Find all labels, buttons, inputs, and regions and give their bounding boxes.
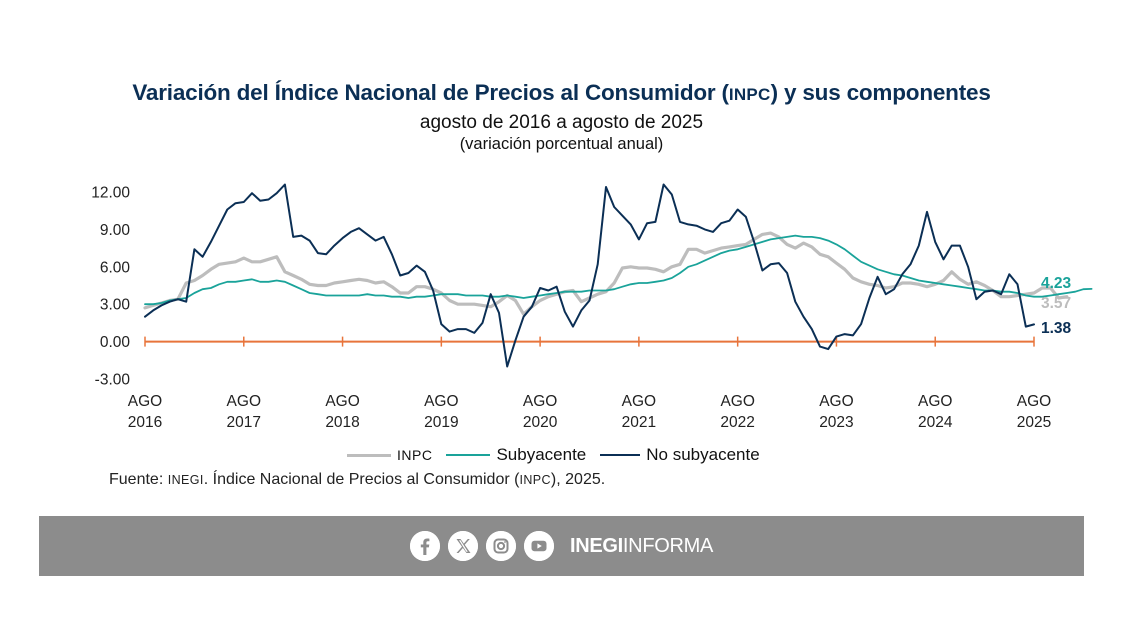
legend-swatch-subyacente (446, 454, 491, 456)
y-tick-label: 12.00 (91, 185, 130, 202)
x-tick-label-year: 2024 (918, 414, 953, 431)
x-tick-label-year: 2023 (819, 414, 853, 431)
end-value-label-no_subyacente: 1.38 (1041, 320, 1072, 337)
x-tick-label-year: 2021 (622, 414, 656, 431)
instagram-icon[interactable] (485, 531, 516, 561)
brand-logo: INEGIINFORMA (570, 535, 713, 558)
source-prefix: Fuente: (109, 471, 168, 488)
legend-label-subyacente: Subyacente (496, 445, 587, 464)
x-tick-label-month: AGO (227, 393, 261, 410)
legend-item-subyacente: Subyacente (446, 445, 586, 465)
y-tick-label: 0.00 (100, 334, 131, 351)
chart-title: Variación del Índice Nacional de Precios… (0, 80, 1123, 106)
brand-bold: INEGI (569, 534, 623, 557)
x-tick-label-year: 2020 (523, 414, 558, 431)
x-tick-label-year: 2017 (227, 414, 261, 431)
x-icon[interactable] (447, 531, 478, 561)
chart-canvas: -3.00 0.00 3.00 6.00 9.00 12.00 AGO 2016 AGO 2017… (91, 183, 1093, 431)
facebook-icon[interactable] (409, 531, 440, 561)
x-tick-label-year: 2022 (720, 414, 754, 431)
x-tick-label-month: AGO (622, 393, 656, 410)
title-text-part1: Variación del Índice Nacional de Precios… (132, 80, 729, 105)
series-line-inpc (143, 231, 1069, 316)
source-note: Fuente: INEGI. Índice Nacional de Precio… (109, 471, 605, 489)
legend-swatch-inpc (347, 453, 391, 457)
source-org: INEGI (167, 473, 204, 487)
x-tick-label-month: AGO (424, 393, 458, 410)
x-tick-label-month: AGO (720, 393, 754, 410)
x-tick-label-month: AGO (1017, 393, 1051, 410)
x-tick-label-year: 2016 (128, 414, 162, 431)
y-tick-label: 3.00 (100, 297, 131, 314)
x-tick-label-month: AGO (325, 393, 359, 410)
y-tick-label: 6.00 (100, 259, 131, 276)
x-tick-label-month: AGO (128, 393, 162, 410)
x-tick-label-month: AGO (819, 393, 853, 410)
title-text-part2: ) y sus componentes (770, 80, 991, 105)
y-tick-label: 9.00 (100, 222, 131, 239)
x-tick-label-year: 2018 (325, 414, 359, 431)
chart-unit-note: (variación porcentual anual) (459, 135, 664, 153)
chart-subtitle: agosto de 2016 a agosto de 2025 (419, 112, 704, 133)
series-line-subyacente (144, 234, 1093, 306)
legend-swatch-no-subyacente (600, 454, 641, 456)
footer-bar: INEGIINFORMA (39, 516, 1084, 576)
x-tick-label-month: AGO (523, 393, 557, 410)
source-mid: . Índice Nacional de Precios al Consumid… (203, 471, 520, 488)
legend-label-inpc: INPC (397, 447, 433, 463)
end-value-label-inpc: 3.57 (1041, 295, 1071, 312)
y-tick-label: -3.00 (95, 372, 131, 389)
x-tick-label-month: AGO (918, 393, 952, 410)
brand-light: INFORMA (622, 534, 714, 557)
chart-legend: INPC Subyacente No subyacente (347, 444, 774, 466)
legend-item-inpc: INPC (347, 447, 432, 463)
title-abbr: INPC (728, 85, 771, 104)
source-abbr: INPC (519, 473, 551, 487)
x-tick-label-year: 2025 (1017, 414, 1051, 431)
youtube-icon[interactable] (523, 531, 554, 561)
legend-label-no-subyacente: No subyacente (646, 445, 760, 464)
source-suffix: ), 2025. (550, 471, 606, 488)
series-line-no_subyacente (144, 183, 1035, 368)
legend-item-no-subyacente: No subyacente (600, 445, 760, 465)
end-value-label-subyacente: 4.23 (1041, 275, 1072, 292)
x-tick-label-year: 2019 (424, 414, 458, 431)
